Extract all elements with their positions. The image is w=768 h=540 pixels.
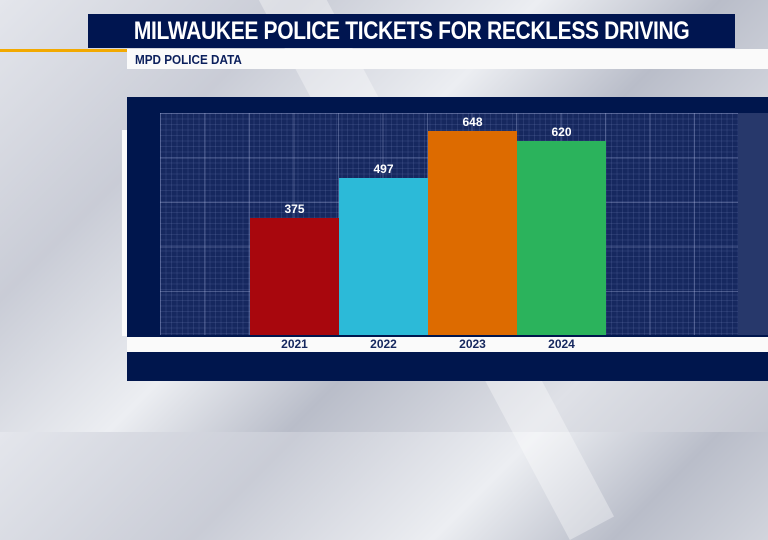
plot-area: 375 497 648 620 bbox=[160, 113, 738, 335]
x-axis-label: 2023 bbox=[459, 337, 486, 351]
x-axis-label: 2024 bbox=[548, 337, 575, 351]
bar-2024: 620 bbox=[517, 125, 606, 335]
title-banner: MILWAUKEE POLICE TICKETS FOR RECKLESS DR… bbox=[88, 14, 735, 48]
accent-line bbox=[0, 49, 130, 52]
x-axis-label: 2021 bbox=[281, 337, 308, 351]
bar-2023: 648 bbox=[428, 115, 517, 335]
bar-value-label: 497 bbox=[373, 162, 394, 176]
subtitle-banner: MPD POLICE DATA bbox=[127, 49, 768, 69]
bar-2022: 497 bbox=[339, 162, 428, 335]
panel-left-tab bbox=[122, 130, 127, 336]
chart-panel: 375 497 648 620 2021 2022 2023 2024 bbox=[127, 97, 768, 381]
plot-right-edge bbox=[738, 113, 768, 335]
chart-subtitle: MPD POLICE DATA bbox=[135, 51, 242, 67]
x-axis-label: 2022 bbox=[370, 337, 397, 351]
bar-value-label: 375 bbox=[284, 202, 305, 216]
bar-value-label: 648 bbox=[462, 115, 483, 129]
chart-title: MILWAUKEE POLICE TICKETS FOR RECKLESS DR… bbox=[133, 16, 690, 45]
x-axis: 2021 2022 2023 2024 bbox=[127, 337, 768, 352]
bar-2021: 375 bbox=[250, 202, 339, 335]
bar-value-label: 620 bbox=[551, 125, 572, 139]
